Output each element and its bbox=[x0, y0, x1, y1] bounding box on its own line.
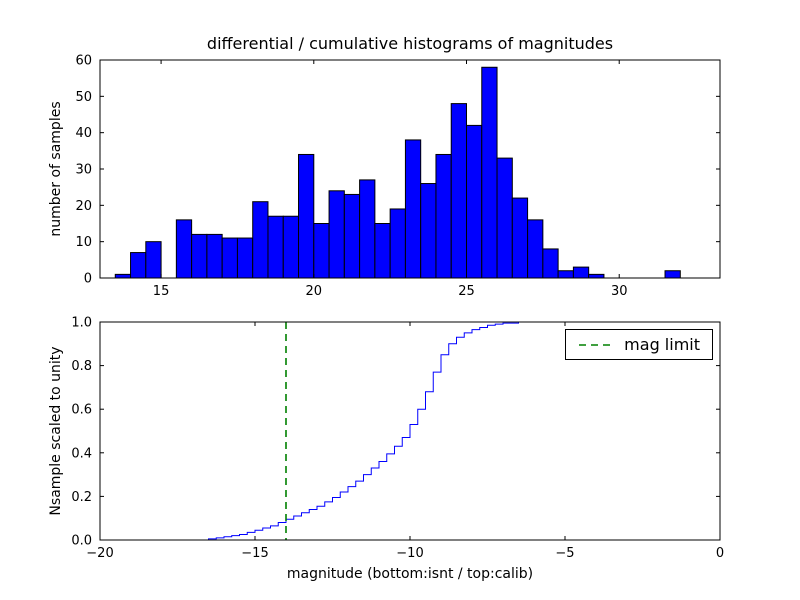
histogram-bar bbox=[145, 241, 162, 279]
x-tick-label: 25 bbox=[458, 284, 475, 299]
histogram-bar bbox=[313, 223, 330, 279]
histogram-bar bbox=[252, 201, 269, 279]
y-tick-label: 50 bbox=[75, 90, 92, 105]
histogram-bar bbox=[664, 270, 681, 279]
histogram-bar bbox=[481, 66, 498, 279]
histogram-bar bbox=[298, 153, 315, 279]
histogram-bar bbox=[221, 237, 238, 279]
top-ylabel: number of samples bbox=[48, 101, 64, 237]
histogram-bar bbox=[404, 139, 422, 279]
histogram-bar bbox=[374, 223, 391, 279]
x-tick-label: −15 bbox=[241, 546, 268, 561]
bottom-xlabel: magnitude (bottom:isnt / top:calib) bbox=[286, 566, 534, 582]
x-tick-label: 30 bbox=[611, 284, 628, 299]
histogram-bar bbox=[389, 208, 406, 279]
histogram-bar bbox=[572, 266, 590, 279]
y-tick-label: 0.0 bbox=[71, 534, 92, 549]
y-tick-label: 60 bbox=[75, 54, 92, 69]
chart-title: differential / cumulative histograms of … bbox=[206, 34, 614, 53]
histogram-bar bbox=[343, 193, 361, 279]
x-tick-label: −20 bbox=[86, 546, 113, 561]
y-tick-label: 0 bbox=[84, 272, 92, 287]
histogram-bar bbox=[420, 183, 437, 279]
histogram-bar bbox=[206, 233, 223, 279]
legend-label: mag limit bbox=[624, 335, 700, 354]
y-tick-label: 0.4 bbox=[71, 446, 92, 461]
cumulative-step-line bbox=[100, 321, 720, 541]
y-tick-label: 10 bbox=[75, 235, 92, 250]
histogram-bar bbox=[267, 215, 284, 279]
histogram-bar bbox=[511, 197, 529, 279]
histogram-bar bbox=[130, 252, 147, 279]
histogram-bar bbox=[328, 190, 345, 279]
y-tick-label: 0.6 bbox=[71, 403, 92, 418]
histogram-bar bbox=[588, 273, 605, 279]
histogram-bar bbox=[496, 157, 513, 279]
x-tick-label: −10 bbox=[396, 546, 423, 561]
histogram-bar bbox=[175, 219, 193, 279]
histogram-bar bbox=[114, 273, 132, 279]
histogram-bar bbox=[435, 153, 452, 279]
histogram-bar bbox=[282, 215, 300, 279]
histogram-bar bbox=[359, 179, 376, 279]
y-tick-label: 1.0 bbox=[71, 316, 92, 331]
y-tick-label: 20 bbox=[75, 199, 92, 214]
y-tick-label: 30 bbox=[75, 163, 92, 178]
histogram-bar bbox=[527, 219, 544, 279]
legend-dashed-line-icon bbox=[579, 343, 614, 346]
x-tick-label: −5 bbox=[555, 546, 574, 561]
histogram-bar bbox=[236, 237, 254, 279]
histogram-bar bbox=[466, 124, 483, 279]
legend: mag limit bbox=[565, 329, 713, 360]
histogram-bar bbox=[542, 248, 559, 279]
x-tick-label: 15 bbox=[153, 284, 170, 299]
y-tick-label: 0.8 bbox=[71, 359, 92, 374]
x-tick-label: 20 bbox=[306, 284, 323, 299]
histogram-bar bbox=[557, 270, 574, 279]
bottom-ylabel: Nsample scaled to unity bbox=[48, 346, 64, 516]
histogram-bar bbox=[191, 233, 208, 279]
y-tick-label: 0.2 bbox=[71, 490, 92, 505]
x-tick-label: 0 bbox=[716, 546, 724, 561]
y-tick-label: 40 bbox=[75, 126, 92, 141]
histogram-bar bbox=[450, 103, 468, 279]
